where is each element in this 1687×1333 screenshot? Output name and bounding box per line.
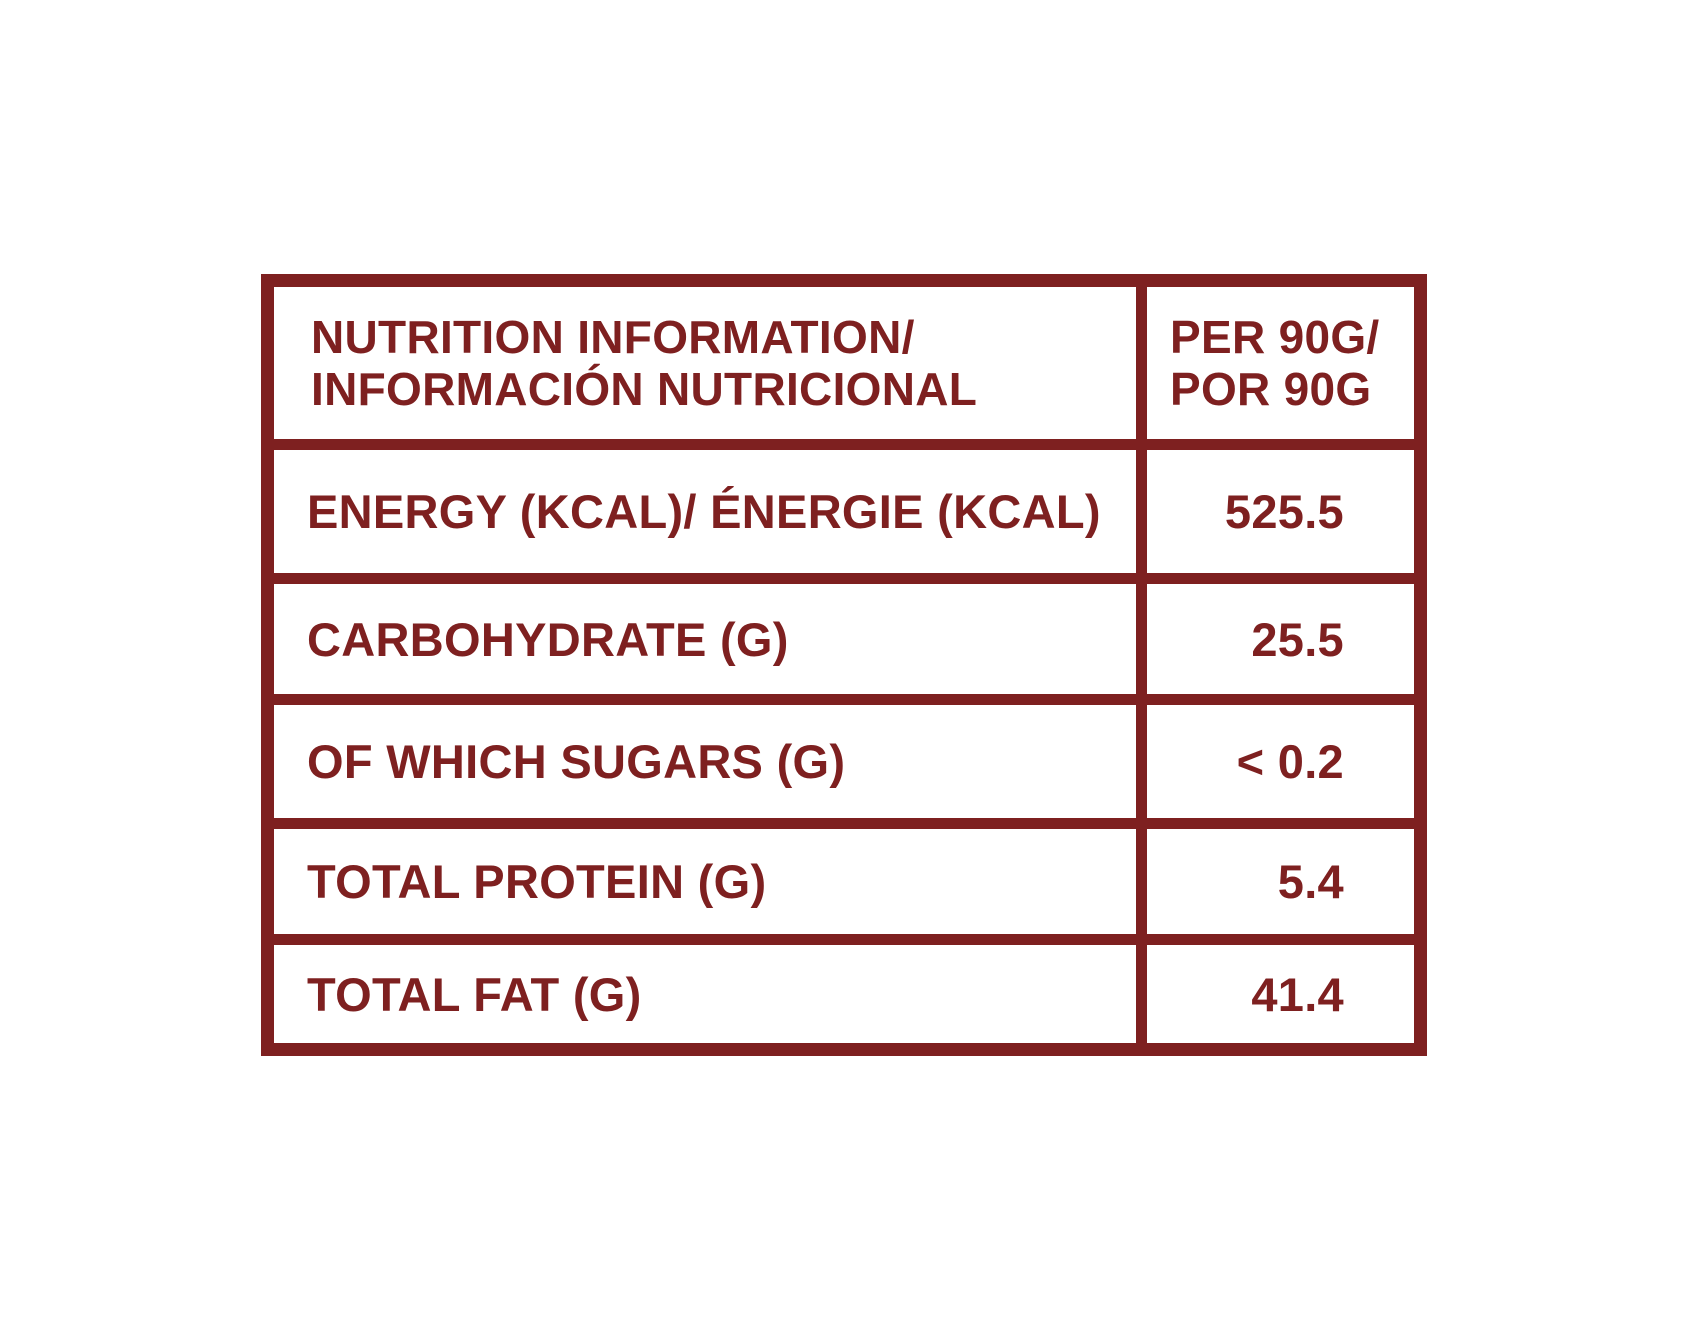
nutrient-value: 25.5 <box>1251 612 1344 666</box>
serving-size-line-2: POR 90G <box>1170 363 1372 415</box>
table-row: OF WHICH SUGARS (G) < 0.2 <box>274 705 1414 829</box>
nutrient-value-cell: < 0.2 <box>1147 705 1414 818</box>
nutrition-table: NUTRITION INFORMATION/ INFORMACIÓN NUTRI… <box>261 274 1427 1056</box>
nutrient-value: < 0.2 <box>1236 735 1344 788</box>
nutrient-value-cell: 5.4 <box>1147 829 1414 934</box>
table-title: NUTRITION INFORMATION/ INFORMACIÓN NUTRI… <box>311 311 977 415</box>
nutrient-label: TOTAL FAT (G) <box>307 967 642 1021</box>
serving-size-line-1: PER 90G/ <box>1170 311 1380 363</box>
table-row: CARBOHYDRATE (G) 25.5 <box>274 584 1414 705</box>
nutrient-label-cell: CARBOHYDRATE (G) <box>274 584 1147 694</box>
table-title-line-2: INFORMACIÓN NUTRICIONAL <box>311 363 978 415</box>
nutrient-label: OF WHICH SUGARS (G) <box>307 735 846 788</box>
table-title-line-1: NUTRITION INFORMATION/ <box>311 311 915 363</box>
nutrient-value: 525.5 <box>1224 485 1344 538</box>
table-header-title-cell: NUTRITION INFORMATION/ INFORMACIÓN NUTRI… <box>274 287 1147 439</box>
table-row: TOTAL FAT (G) 41.4 <box>274 945 1414 1043</box>
nutrient-label-cell: ENERGY (KCAL)/ ÉNERGIE (KCAL) <box>274 450 1147 573</box>
nutrient-value-cell: 525.5 <box>1147 450 1414 573</box>
nutrient-label-cell: OF WHICH SUGARS (G) <box>274 705 1147 818</box>
nutrient-label-cell: TOTAL PROTEIN (G) <box>274 829 1147 934</box>
table-header-row: NUTRITION INFORMATION/ INFORMACIÓN NUTRI… <box>274 287 1414 450</box>
nutrient-value-cell: 41.4 <box>1147 945 1414 1043</box>
nutrient-label-cell: TOTAL FAT (G) <box>274 945 1147 1043</box>
serving-size-heading: PER 90G/ POR 90G <box>1170 311 1380 415</box>
nutrient-label: CARBOHYDRATE (G) <box>307 612 789 666</box>
nutrient-value-cell: 25.5 <box>1147 584 1414 694</box>
nutrient-label: ENERGY (KCAL)/ ÉNERGIE (KCAL) <box>307 485 1101 538</box>
table-row: ENERGY (KCAL)/ ÉNERGIE (KCAL) 525.5 <box>274 450 1414 584</box>
nutrient-label: TOTAL PROTEIN (G) <box>307 855 767 908</box>
nutrient-value: 41.4 <box>1251 967 1344 1021</box>
nutrient-value: 5.4 <box>1277 855 1344 908</box>
table-header-serving-cell: PER 90G/ POR 90G <box>1147 287 1414 439</box>
table-row: TOTAL PROTEIN (G) 5.4 <box>274 829 1414 945</box>
